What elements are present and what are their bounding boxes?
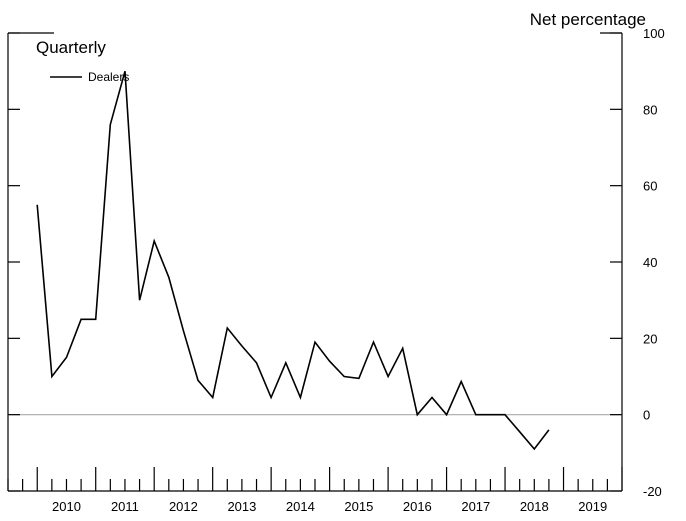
x-tick-label: 2011 [111,499,139,514]
legend: Dealers [50,70,129,84]
y-tick-label: 20 [643,331,657,346]
series-line-dealers [36,70,550,451]
y-tick-label: 0 [643,408,650,423]
x-tick-label: 2016 [403,499,432,514]
y-tick-label: 40 [643,255,657,270]
x-tick-label: 2013 [227,499,256,514]
x-tick-label: 2015 [344,499,373,514]
y-tick-label: -20 [643,484,662,499]
series-layer [36,70,550,451]
y-axis-title: Net percentage [530,10,646,29]
x-tick-label: 2010 [52,499,81,514]
x-tick-label: 2017 [461,499,490,514]
y-tick-label: 60 [643,179,657,194]
y-tick-label: 100 [643,26,665,41]
y-axis-ticks: -20 0 20 40 60 80 100 [8,26,665,499]
legend-label-dealers: Dealers [88,70,129,84]
frequency-label: Quarterly [36,38,106,57]
x-tick-label: 2012 [169,499,198,514]
y-tick-label: 80 [643,102,657,117]
x-axis-ticks: 2010 2011 2012 2013 2014 2015 2016 2017 2018 2019 [7,467,623,514]
x-tick-label: 2014 [286,499,315,514]
x-tick-label: 2018 [520,499,549,514]
x-tick-label: 2019 [578,499,607,514]
